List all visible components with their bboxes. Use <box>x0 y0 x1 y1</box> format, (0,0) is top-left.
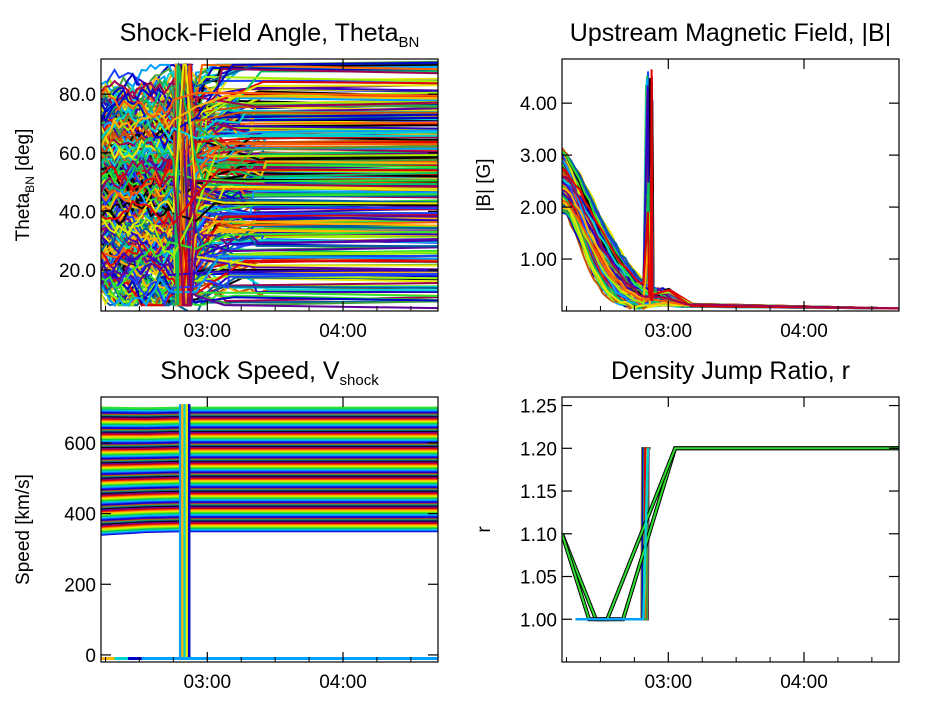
y-axis-label-main: Theta <box>13 192 34 241</box>
x-tick-label: 04:00 <box>780 672 828 693</box>
y-axis-label: Speed [km/s] <box>13 474 34 585</box>
x-tick-label: 03:00 <box>184 321 232 342</box>
panel-density-jump: Density Jump Ratio, r r 1.00 1.05 1.10 1.15 1.… <box>474 357 900 693</box>
plot-frame <box>100 58 439 312</box>
ratio-series-outline <box>562 446 899 622</box>
y-tick-label: 1.25 <box>520 397 557 418</box>
y-tick-label: 0 <box>85 646 96 667</box>
chart-title: Shock Speed, Vshock <box>160 357 379 389</box>
y-axis-label: ThetaBN [deg] <box>13 129 37 242</box>
series-group <box>101 60 438 311</box>
series-group <box>562 69 899 310</box>
x-tick-label: 03:00 <box>645 672 693 693</box>
theta-series-line <box>101 168 438 227</box>
y-tick-label: 1.00 <box>520 610 557 631</box>
y-tick-label: 80.0 <box>59 85 96 106</box>
theta-series-line <box>101 63 438 235</box>
x-tick-label: 04:00 <box>319 672 367 693</box>
theta-series-line <box>101 183 438 215</box>
theta-series-line <box>101 86 438 119</box>
theta-series-line <box>101 106 438 141</box>
chart-title-subscript: BN <box>399 34 420 51</box>
ratio-series-line <box>562 447 899 621</box>
series-group <box>562 446 899 622</box>
panel-shock-speed: Shock Speed, Vshock Speed [km/s] 0 200 400 60… <box>13 357 439 693</box>
theta-series-line <box>101 64 438 306</box>
chart-title: Shock-Field Angle, ThetaBN <box>120 19 420 51</box>
theta-series-line <box>101 255 438 308</box>
theta-series-line <box>101 94 438 148</box>
theta-series-line <box>101 271 438 307</box>
chart-title: Upstream Magnetic Field, |B| <box>570 19 891 47</box>
series-group <box>101 404 438 660</box>
y-tick-label: 60.0 <box>59 144 96 165</box>
plot-frame <box>100 396 439 663</box>
b-field-series-line <box>562 196 899 310</box>
chart-title-main: Shock-Field Angle, Theta <box>120 19 399 47</box>
y-axis-label-suffix: [deg] <box>13 129 34 177</box>
y-tick-label: 1.10 <box>520 525 557 546</box>
y-tick-label: 1.05 <box>520 568 557 589</box>
plot-frame <box>561 58 900 312</box>
b-field-series-line <box>562 167 899 310</box>
x-tick-label: 04:00 <box>319 321 367 342</box>
x-tick-label: 04:00 <box>780 321 828 342</box>
y-tick-label: 2.00 <box>520 198 557 219</box>
x-tick-label: 03:00 <box>184 672 232 693</box>
ratio-series-line <box>562 447 899 621</box>
y-tick-label: 4.00 <box>520 94 557 115</box>
chart-title-main: Upstream Magnetic Field, |B| <box>570 19 891 47</box>
b-field-series-line <box>562 209 899 310</box>
theta-series-line <box>101 159 438 307</box>
y-axis-label: r <box>474 526 495 533</box>
y-axis-label-main: r <box>474 526 495 533</box>
y-axis-label-main: |B| [G] <box>474 158 495 211</box>
theta-series-line <box>101 154 438 258</box>
y-axis-label-subscript: BN <box>23 176 37 193</box>
chart-title-main: Density Jump Ratio, r <box>611 357 850 385</box>
y-tick-label: 1.00 <box>520 250 557 271</box>
theta-series-line <box>101 230 438 289</box>
theta-series-line <box>101 162 438 266</box>
y-axis-label-main: Speed [km/s] <box>13 474 34 585</box>
theta-series-line <box>101 64 438 306</box>
panel-magnetic-field: Upstream Magnetic Field, |B| |B| [G] 1.00 2… <box>474 19 900 342</box>
theta-series-line <box>101 64 438 306</box>
y-tick-label: 200 <box>64 575 96 596</box>
x-tick-label: 03:00 <box>645 321 693 342</box>
theta-series-line <box>101 87 438 122</box>
y-tick-label: 600 <box>64 434 96 455</box>
b-field-peak-line <box>649 69 654 301</box>
y-axis-label: |B| [G] <box>474 158 495 211</box>
chart-title: Density Jump Ratio, r <box>611 357 850 385</box>
y-tick-label: 1.20 <box>520 439 557 460</box>
ratio-series-outline <box>562 446 899 622</box>
b-field-series-line <box>562 175 899 310</box>
ratio-series-line <box>642 448 650 620</box>
chart-title-subscript: shock <box>340 372 380 389</box>
chart-title-main: Shock Speed, V <box>160 357 340 385</box>
y-tick-label: 40.0 <box>59 202 96 223</box>
plot-frame <box>561 396 900 663</box>
y-tick-label: 20.0 <box>59 261 96 282</box>
y-tick-label: 1.15 <box>520 482 557 503</box>
y-tick-label: 3.00 <box>520 146 557 167</box>
b-field-series-line <box>562 199 899 310</box>
theta-series-line <box>101 231 438 276</box>
speed-series-line <box>101 406 438 410</box>
y-tick-label: 400 <box>64 505 96 526</box>
theta-series-line <box>101 262 438 310</box>
